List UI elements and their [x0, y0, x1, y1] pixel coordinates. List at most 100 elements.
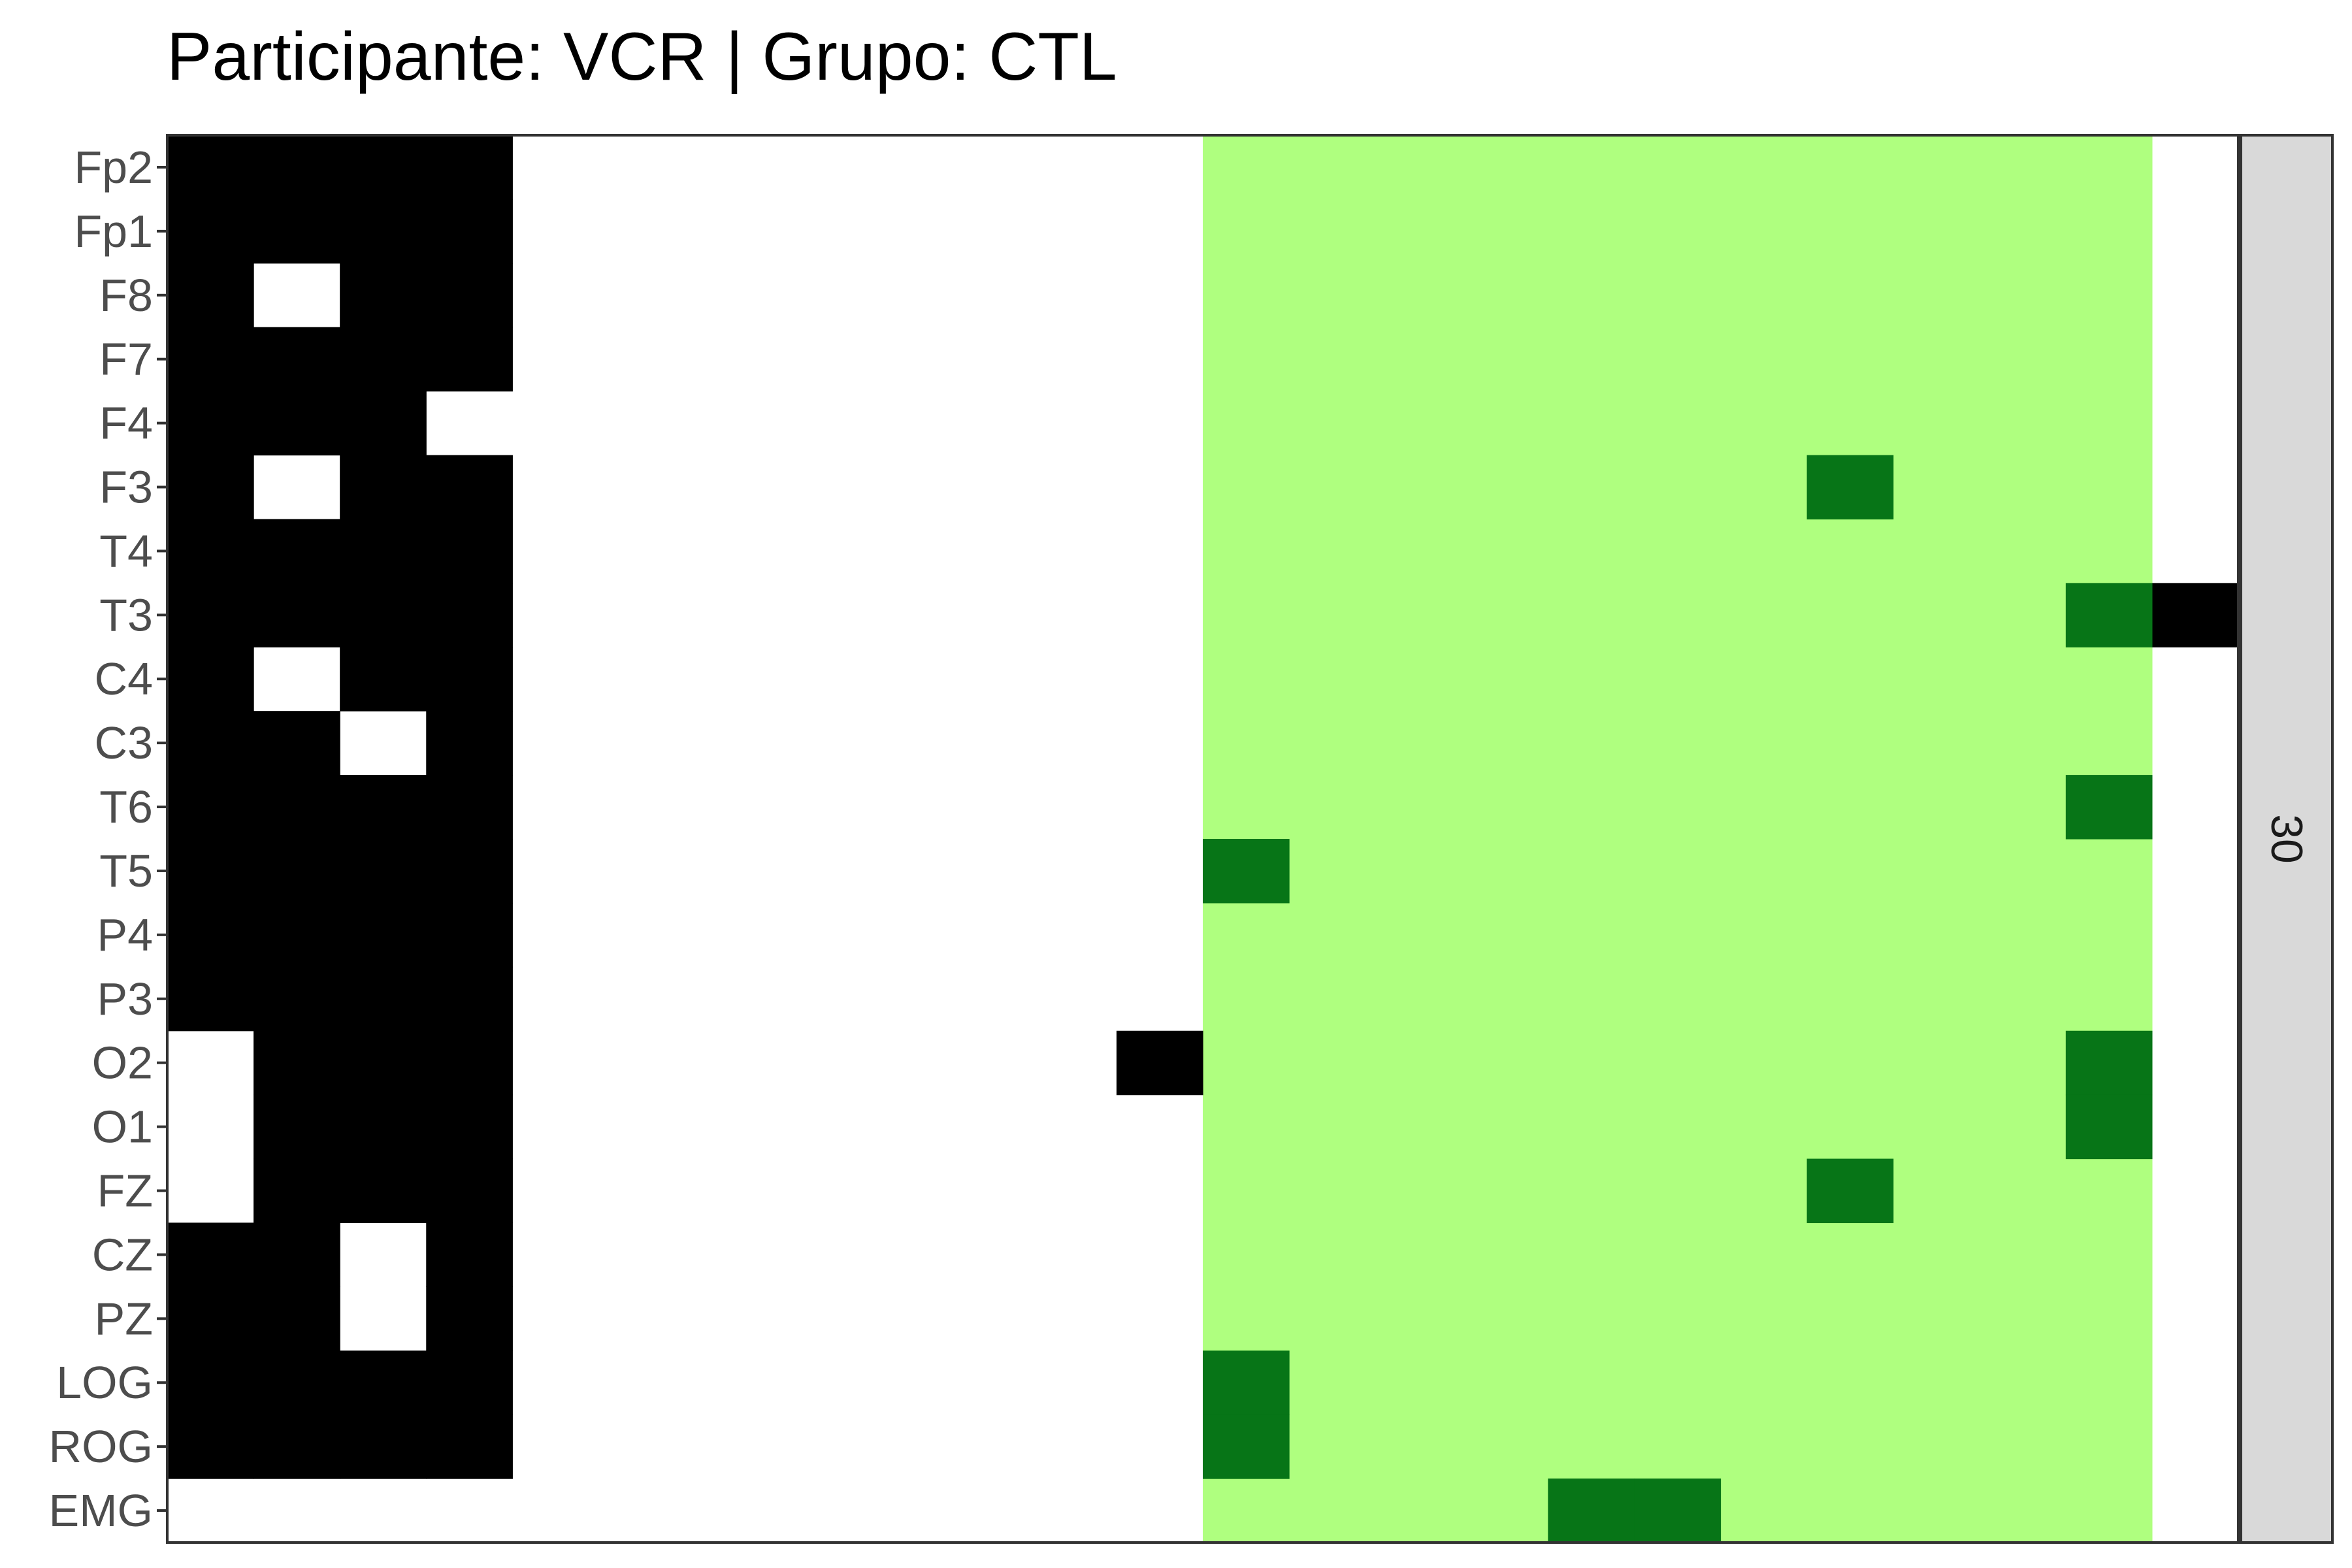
chart-title: Participante: VCR | Grupo: CTL [167, 19, 1117, 95]
cell-black-ROG-2 [340, 1414, 427, 1479]
cell-black-Fp2-0 [167, 135, 254, 200]
light-green-band [1203, 135, 2153, 1543]
cell-black-ROG-1 [253, 1414, 340, 1479]
cell-black-C4-3 [426, 647, 513, 711]
cell-dark-green-T6-22 [2065, 775, 2153, 840]
heatmap-cells [167, 135, 2239, 1543]
cell-black-LOG-3 [426, 1350, 513, 1415]
cell-dark-green-F3-19 [1806, 455, 1894, 520]
cell-black-F4-0 [167, 391, 254, 456]
cell-dark-green-O2-22 [2065, 1030, 2153, 1096]
cell-black-T3-0 [167, 583, 254, 647]
cell-black-PZ-0 [167, 1286, 254, 1351]
cell-black-Fp2-3 [426, 135, 513, 200]
y-tick-label: C3 [95, 717, 153, 768]
cell-black-F7-2 [340, 327, 427, 392]
cell-black-C4-0 [167, 647, 254, 711]
cell-black-PZ-1 [253, 1286, 340, 1351]
cell-black-T4-2 [340, 519, 427, 583]
cell-dark-green-T3-22 [2065, 583, 2153, 647]
cell-black-T6-3 [426, 775, 513, 840]
cell-black-O2-2 [340, 1030, 427, 1096]
cell-black-T6-1 [253, 775, 340, 840]
facet-strip-label: 30 [2262, 814, 2311, 864]
y-tick-label: F8 [99, 270, 153, 321]
cell-black-F7-3 [426, 327, 513, 392]
cell-dark-green-O1-22 [2065, 1094, 2153, 1160]
cell-black-CZ-3 [426, 1222, 513, 1287]
cell-black-O1-2 [340, 1094, 427, 1160]
cell-black-FZ-2 [340, 1158, 427, 1224]
cell-black-C3-3 [426, 711, 513, 776]
cell-black-O2-1 [253, 1030, 340, 1096]
y-tick-label: T6 [99, 781, 153, 832]
cell-black-P3-0 [167, 966, 254, 1032]
cell-black-P4-0 [167, 902, 254, 968]
cell-black-C3-1 [253, 711, 340, 776]
cell-black-Fp1-2 [340, 199, 427, 264]
cell-black-Fp1-3 [426, 199, 513, 264]
y-tick-label: T3 [99, 589, 153, 640]
cell-black-O1-3 [426, 1094, 513, 1160]
cell-black-T3-23 [2151, 583, 2239, 647]
y-tick-label: F3 [99, 462, 153, 513]
y-tick-label: F7 [99, 334, 153, 385]
cell-black-LOG-2 [340, 1350, 427, 1415]
y-tick-label: O2 [92, 1037, 153, 1088]
cell-black-CZ-0 [167, 1222, 254, 1287]
y-axis: Fp2 Fp1 F8 F7 F4 F3 T4 T3 C4 C3 T6 T5 P4 P3 O2 O1 FZ CZ PZ… [49, 142, 167, 1536]
cell-black-T3-2 [340, 583, 427, 647]
y-tick-label: F4 [99, 398, 153, 449]
cell-black-CZ-1 [253, 1222, 340, 1287]
y-tick-label: CZ [92, 1229, 153, 1280]
cell-black-F8-3 [426, 263, 513, 328]
y-tick-label: T4 [99, 525, 153, 576]
cell-black-O1-1 [253, 1094, 340, 1160]
cell-black-T3-1 [253, 583, 340, 647]
cell-black-T6-2 [340, 775, 427, 840]
cell-black-T4-1 [253, 519, 340, 583]
cell-black-P4-2 [340, 902, 427, 968]
cell-black-F4-2 [340, 391, 427, 456]
cell-black-P3-1 [253, 966, 340, 1032]
facet-strip-box [2240, 134, 2334, 1544]
panel-border [166, 134, 2240, 1544]
cell-black-F3-3 [426, 455, 513, 520]
cell-black-T5-1 [253, 839, 340, 904]
y-tick-label: Fp2 [74, 142, 153, 193]
y-tick-label: FZ [97, 1166, 153, 1217]
cell-black-O2-11 [1116, 1030, 1203, 1096]
cell-black-Fp1-1 [253, 199, 340, 264]
cell-black-C4-2 [340, 647, 427, 711]
cell-black-P4-1 [253, 902, 340, 968]
cell-black-ROG-3 [426, 1414, 513, 1479]
y-tick-label: PZ [95, 1293, 153, 1344]
y-tick-label: EMG [49, 1485, 153, 1536]
cell-black-O2-3 [426, 1030, 513, 1096]
y-tick-label: P4 [97, 909, 153, 960]
cell-black-LOG-0 [167, 1350, 254, 1415]
cell-dark-green-ROG-12 [1203, 1414, 1290, 1479]
cell-black-P3-2 [340, 966, 427, 1032]
cell-black-FZ-3 [426, 1158, 513, 1224]
cell-dark-green-EMG-17 [1634, 1478, 1722, 1543]
cell-black-PZ-3 [426, 1286, 513, 1351]
cell-dark-green-EMG-16 [1548, 1478, 1635, 1543]
y-tick-label: ROG [49, 1421, 153, 1472]
y-tick-label: LOG [56, 1357, 153, 1408]
cell-black-F3-0 [167, 455, 254, 520]
cell-black-T5-2 [340, 839, 427, 904]
cell-black-Fp2-2 [340, 135, 427, 200]
y-tick-label: O1 [92, 1102, 153, 1152]
facet-strip: 30 [2240, 134, 2334, 1544]
cell-dark-green-FZ-19 [1806, 1158, 1894, 1224]
cell-dark-green-T5-12 [1203, 839, 1290, 904]
cell-black-T5-3 [426, 839, 513, 904]
cell-black-C3-0 [167, 711, 254, 776]
cell-black-T6-0 [167, 775, 254, 840]
y-tick-label: Fp1 [74, 206, 153, 257]
cell-black-ROG-0 [167, 1414, 254, 1479]
cell-black-T4-0 [167, 519, 254, 583]
cell-black-T4-3 [426, 519, 513, 583]
